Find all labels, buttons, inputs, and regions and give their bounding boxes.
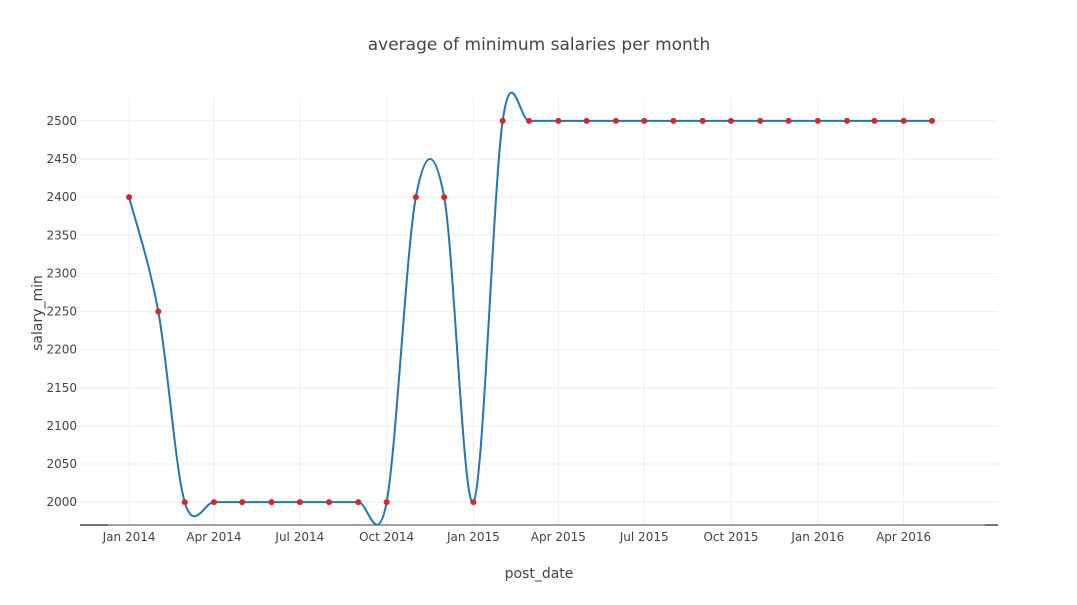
y-tick-label: 2400: [46, 190, 77, 204]
x-tick-label: Apr 2014: [186, 530, 241, 544]
data-point: [900, 117, 907, 124]
data-point: [785, 117, 792, 124]
data-point: [670, 117, 677, 124]
data-point: [871, 117, 878, 124]
data-point: [699, 117, 706, 124]
x-tick-label: Jul 2014: [274, 530, 324, 544]
data-point: [499, 117, 506, 124]
y-tick-label: 2100: [46, 419, 77, 433]
gridlines: [80, 98, 998, 525]
x-tick-label: Jan 2016: [790, 530, 844, 544]
x-tick-label: Jul 2015: [619, 530, 669, 544]
data-point: [555, 117, 562, 124]
tick-labels: 2000 2050 2100 2150 2200 2250 2300 2350 2400 2450…: [46, 114, 931, 544]
y-tick-label: 2250: [46, 305, 77, 319]
data-point: [126, 194, 133, 201]
data-point: [268, 499, 275, 506]
data-point: [612, 117, 619, 124]
data-point: [470, 499, 477, 506]
data-point: [583, 117, 590, 124]
data-point: [641, 117, 648, 124]
series-line-group: [128, 91, 932, 526]
series-line: [128, 91, 932, 526]
data-point: [383, 499, 390, 506]
data-point: [326, 499, 333, 506]
data-point: [526, 117, 533, 124]
data-point: [757, 117, 764, 124]
data-point: [844, 117, 851, 124]
data-point: [155, 308, 162, 315]
y-tick-label: 2450: [46, 152, 77, 166]
y-tick-label: 2300: [46, 266, 77, 280]
y-tick-label: 2150: [46, 381, 77, 395]
data-point: [441, 194, 448, 201]
data-point: [181, 499, 188, 506]
data-point: [814, 117, 821, 124]
x-tick-label: Jan 2015: [446, 530, 500, 544]
data-point: [210, 499, 217, 506]
x-tick-label: Jan 2014: [102, 530, 156, 544]
data-point: [296, 499, 303, 506]
y-tick-label: 2200: [46, 343, 77, 357]
data-point: [412, 194, 419, 201]
x-tick-label: Apr 2016: [876, 530, 931, 544]
x-tick-label: Oct 2014: [359, 530, 414, 544]
x-tick-label: Apr 2015: [531, 530, 586, 544]
data-point: [239, 499, 246, 506]
y-axis-title: salary_min: [30, 275, 46, 351]
data-point: [727, 117, 734, 124]
y-tick-label: 2000: [46, 495, 77, 509]
series-markers: [126, 117, 935, 506]
y-tick-label: 2500: [46, 114, 77, 128]
data-point: [928, 117, 935, 124]
x-tick-label: Oct 2015: [703, 530, 758, 544]
chart-title: average of minimum salaries per month: [368, 35, 711, 55]
y-tick-label: 2050: [46, 457, 77, 471]
data-point: [355, 499, 362, 506]
x-axis-title: post_date: [505, 566, 574, 582]
y-tick-label: 2350: [46, 228, 77, 242]
